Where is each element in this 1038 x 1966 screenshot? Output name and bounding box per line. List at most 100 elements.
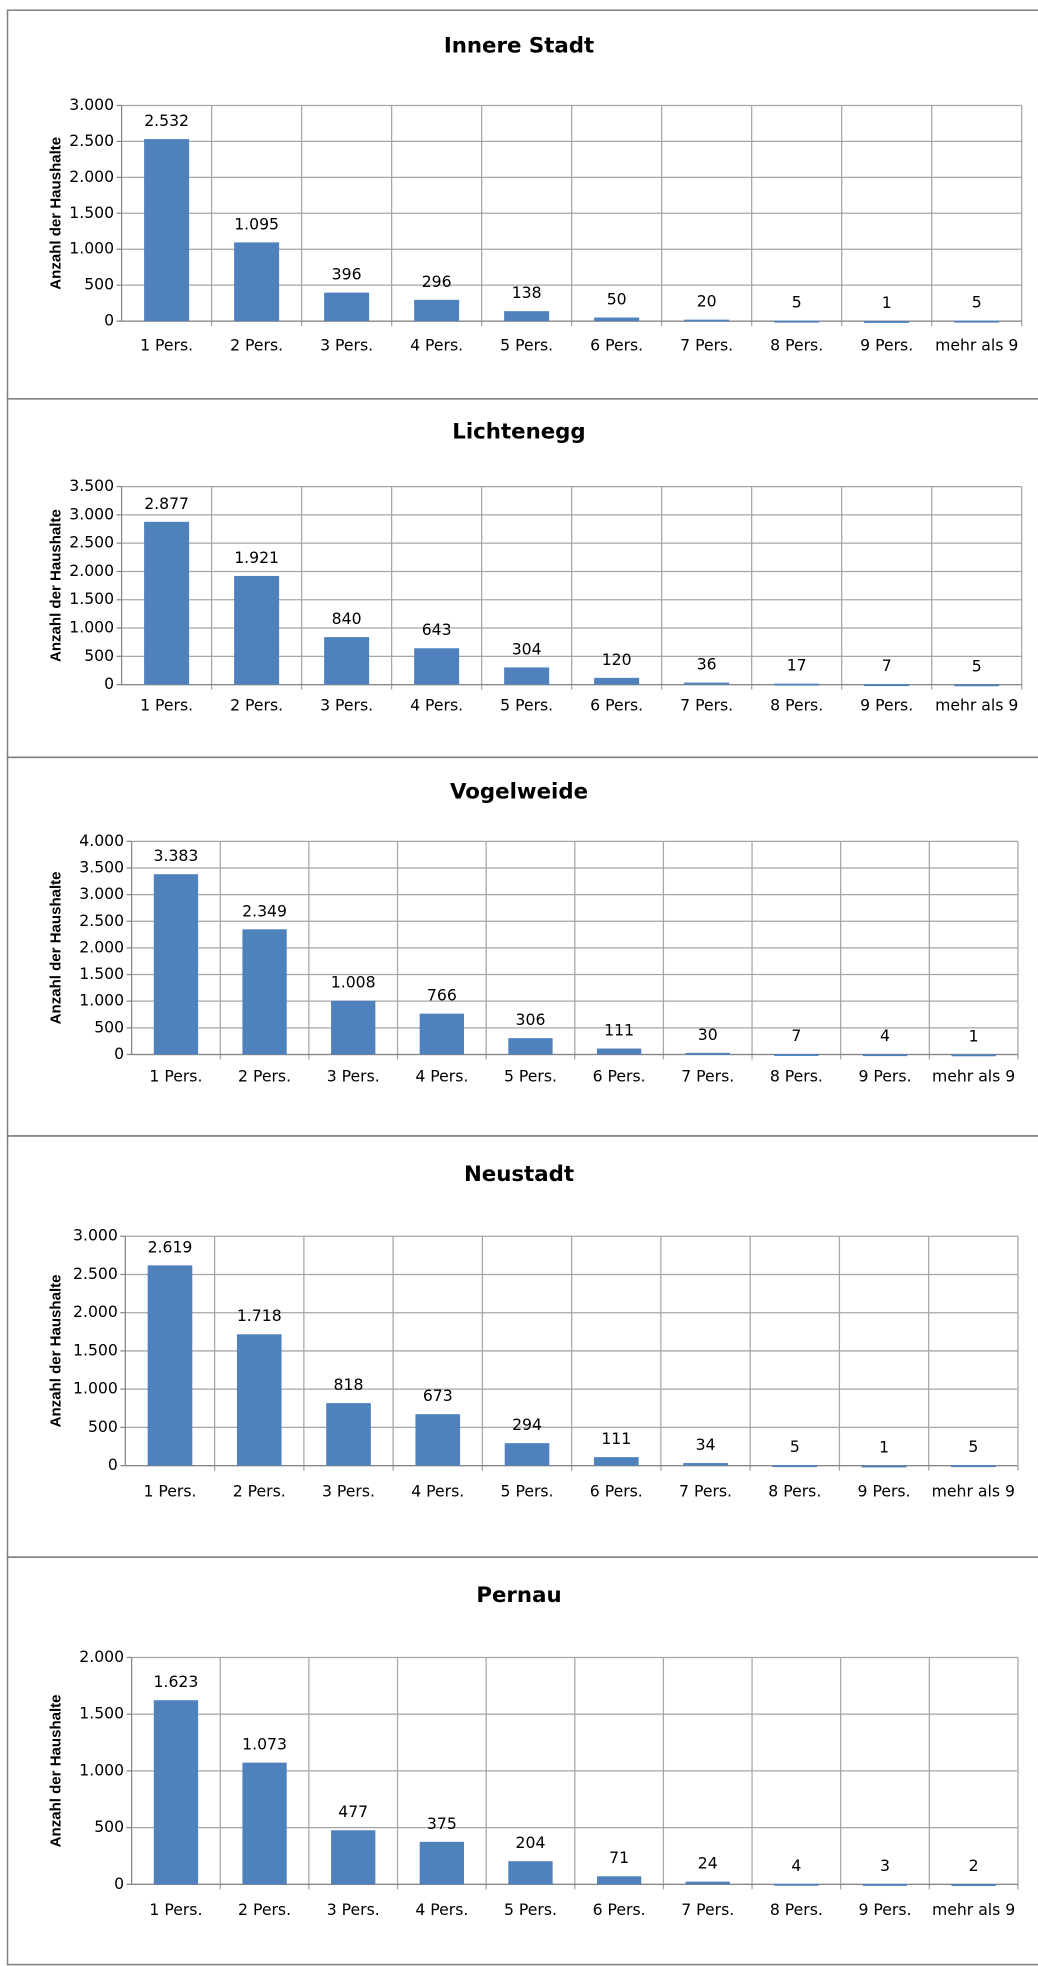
y-tick-label: 500 — [84, 646, 114, 665]
data-label: 5 — [968, 1437, 978, 1456]
y-tick-label: 500 — [94, 1017, 124, 1036]
bar — [504, 311, 550, 322]
bar — [683, 1463, 728, 1466]
bar — [596, 1048, 642, 1055]
x-tick-label: 3 Pers. — [320, 695, 373, 714]
data-label: 5 — [790, 1437, 800, 1456]
y-tick-label: 3.000 — [69, 95, 114, 114]
y-tick-label: 1.000 — [69, 239, 114, 258]
bar — [774, 1883, 819, 1886]
y-tick-label: 1.500 — [73, 1340, 118, 1359]
x-tick-label: 7 Pers. — [681, 1900, 734, 1919]
bar — [954, 320, 1000, 323]
y-tick-label: 2.000 — [69, 167, 114, 186]
y-tick-label: 2.000 — [79, 1647, 124, 1666]
x-tick-label: 7 Pers. — [680, 336, 733, 355]
data-label: 5 — [972, 656, 982, 675]
data-label: 2.349 — [242, 901, 287, 920]
bar — [774, 320, 820, 323]
bar — [684, 319, 730, 322]
data-label: 7 — [791, 1026, 801, 1045]
data-label: 34 — [696, 1435, 716, 1454]
data-label: 396 — [332, 265, 362, 284]
x-tick-label: 6 Pers. — [590, 695, 643, 714]
data-label: 3.383 — [154, 846, 199, 865]
data-label: 111 — [601, 1429, 631, 1448]
bar — [950, 1465, 996, 1468]
x-tick-label: 1 Pers. — [140, 336, 193, 355]
data-label: 1 — [969, 1026, 979, 1045]
data-label: 375 — [427, 1814, 457, 1833]
chart-panel: Pernau 0 500 1.000 1.500 2.000 Anzahl der Haus… — [6, 1556, 1038, 1966]
bar — [144, 521, 190, 685]
data-label: 1.008 — [331, 973, 376, 992]
bar — [508, 1038, 553, 1055]
bar — [234, 242, 280, 322]
y-axis-label: Anzahl der Haushalte — [47, 871, 64, 1024]
bar — [147, 1265, 193, 1466]
y-tick-label: 1.500 — [79, 964, 124, 983]
x-tick-label: 2 Pers. — [238, 1900, 291, 1919]
x-tick-label: 9 Pers. — [860, 336, 913, 355]
x-tick-label: 5 Pers. — [500, 695, 553, 714]
x-tick-label: 2 Pers. — [233, 1481, 286, 1500]
y-tick-label: 3.500 — [79, 857, 124, 876]
bar — [774, 1054, 819, 1056]
data-label: 1.921 — [234, 548, 279, 567]
x-tick-label: 4 Pers. — [410, 336, 463, 355]
bar — [236, 1334, 282, 1466]
x-tick-label: 4 Pers. — [410, 695, 463, 714]
y-tick-label: 3.500 — [69, 476, 114, 495]
bar — [324, 637, 370, 685]
data-label: 477 — [338, 1802, 368, 1821]
bar — [774, 683, 820, 686]
data-label: 673 — [423, 1386, 453, 1405]
bar — [504, 1443, 550, 1466]
y-tick-label: 0 — [114, 1044, 124, 1063]
bar — [685, 1881, 730, 1885]
data-label: 643 — [422, 620, 452, 639]
x-tick-label: 8 Pers. — [770, 336, 823, 355]
bar — [864, 321, 910, 323]
data-label: 5 — [972, 293, 982, 312]
x-tick-label: mehr als 9 — [935, 336, 1018, 355]
x-tick-label: 9 Pers. — [858, 1481, 911, 1500]
bar — [864, 684, 910, 687]
y-tick-label: 500 — [94, 1817, 124, 1836]
bar — [419, 1841, 464, 1885]
x-tick-label: 3 Pers. — [327, 1067, 380, 1086]
y-tick-label: 1.000 — [73, 1379, 118, 1398]
y-tick-label: 1.000 — [79, 991, 124, 1010]
data-label: 17 — [787, 656, 807, 675]
y-axis-label: Anzahl der Haushalte — [47, 1275, 64, 1428]
bar — [326, 1403, 371, 1466]
y-tick-label: 1.500 — [79, 1704, 124, 1723]
y-axis-label: Anzahl der Haushalte — [47, 137, 64, 290]
x-tick-label: mehr als 9 — [932, 1067, 1015, 1086]
bar — [508, 1861, 553, 1885]
x-tick-label: 8 Pers. — [770, 1067, 823, 1086]
y-tick-label: 2.500 — [69, 131, 114, 150]
y-tick-label: 3.000 — [79, 884, 124, 903]
x-tick-label: 2 Pers. — [230, 336, 283, 355]
bar — [504, 667, 550, 685]
x-tick-label: 3 Pers. — [327, 1900, 380, 1919]
bar — [153, 1700, 199, 1885]
bar — [685, 1052, 730, 1055]
bar — [414, 648, 460, 685]
x-tick-label: 4 Pers. — [411, 1481, 464, 1500]
data-label: 7 — [882, 656, 892, 675]
data-label: 120 — [602, 650, 632, 669]
data-label: 2.619 — [148, 1237, 193, 1256]
x-tick-label: 8 Pers. — [770, 1900, 823, 1919]
y-tick-label: 1.000 — [79, 1760, 124, 1779]
y-tick-label: 0 — [108, 1455, 118, 1474]
bar — [951, 1054, 996, 1057]
chart-title: Neustadt — [464, 1162, 574, 1187]
data-label: 3 — [880, 1856, 890, 1875]
data-label: 1 — [879, 1438, 889, 1457]
y-tick-label: 500 — [84, 275, 114, 294]
x-tick-label: mehr als 9 — [935, 695, 1018, 714]
x-tick-label: 5 Pers. — [504, 1067, 557, 1086]
